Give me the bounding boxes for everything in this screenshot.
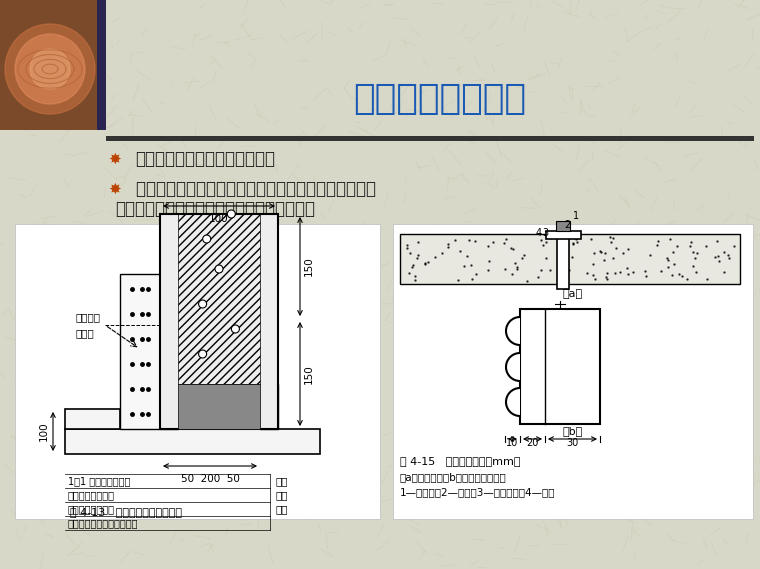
Text: （b）: （b） — [563, 426, 583, 436]
Bar — [260, 384, 278, 429]
Bar — [178, 214, 260, 384]
Circle shape — [198, 350, 207, 358]
Text: 2: 2 — [564, 220, 570, 230]
Bar — [160, 214, 278, 429]
Bar — [393, 224, 753, 519]
Circle shape — [198, 300, 207, 308]
Text: ✸: ✸ — [109, 182, 122, 196]
Text: 100: 100 — [39, 422, 49, 442]
Bar — [106, 136, 754, 141]
Text: ✸: ✸ — [109, 151, 122, 167]
Text: 池壁: 池壁 — [275, 476, 287, 486]
Text: 沥青麻或油麻填紧: 沥青麻或油麻填紧 — [68, 490, 115, 500]
Bar — [0, 0, 103, 130]
Text: 100: 100 — [209, 214, 229, 224]
Circle shape — [5, 24, 95, 114]
Bar — [65, 429, 320, 454]
Circle shape — [231, 325, 239, 333]
Bar — [160, 384, 178, 429]
Text: 池壁板安插在底板外周槽口内。: 池壁板安插在底板外周槽口内。 — [135, 150, 275, 168]
Text: 4: 4 — [536, 228, 542, 238]
Text: 150: 150 — [304, 364, 314, 384]
Circle shape — [30, 49, 70, 89]
Bar — [178, 384, 260, 429]
Bar — [556, 221, 570, 231]
Text: 壁板的构造与制作: 壁板的构造与制作 — [353, 82, 527, 116]
Circle shape — [215, 265, 223, 273]
Bar — [506, 317, 520, 345]
Circle shape — [15, 34, 85, 104]
Bar — [520, 309, 600, 424]
Text: 3: 3 — [542, 228, 548, 238]
Text: 或锚固槽，安装锚固夹具，固定预应力钢丝。: 或锚固槽，安装锚固夹具，固定预应力钢丝。 — [115, 200, 315, 218]
Text: 填平: 填平 — [275, 504, 287, 514]
Bar — [65, 409, 120, 429]
Text: 杯口: 杯口 — [275, 490, 287, 500]
Bar — [506, 388, 520, 416]
Text: 1: 1 — [573, 211, 579, 221]
Text: （a）锚固肋；（b）锚固肋开口大样: （a）锚固肋；（b）锚固肋开口大样 — [400, 472, 507, 482]
Text: 图 4-15   锚固肋（单位：mm）: 图 4-15 锚固肋（单位：mm） — [400, 456, 521, 466]
Text: 1：1 自应力水泥砂浆: 1：1 自应力水泥砂浆 — [68, 476, 131, 486]
Text: 混凝土: 混凝土 — [75, 328, 93, 338]
Bar — [506, 353, 520, 381]
Bar — [0, 0, 103, 130]
Text: 30: 30 — [566, 438, 578, 448]
Bar — [15, 224, 380, 519]
Bar — [557, 226, 569, 289]
Text: 杯底抹压光平干铺二层油毡: 杯底抹压光平干铺二层油毡 — [68, 518, 138, 528]
Text: 缠绕预应力钢丝时，须在池壁外侧留设锚固柱、锚固肋: 缠绕预应力钢丝时，须在池壁外侧留设锚固柱、锚固肋 — [115, 180, 376, 198]
Text: 50  200  50: 50 200 50 — [181, 474, 239, 484]
Text: 灌石棉沥青玛璃脂: 灌石棉沥青玛璃脂 — [68, 504, 115, 514]
Bar — [400, 234, 740, 284]
Bar — [120, 274, 160, 429]
Bar — [546, 231, 581, 239]
Text: 10: 10 — [506, 438, 518, 448]
Text: 20: 20 — [527, 438, 539, 448]
Text: 图 4-13   壁板与底板的杯槽连接: 图 4-13 壁板与底板的杯槽连接 — [70, 507, 182, 517]
Text: （a）: （a） — [563, 289, 583, 299]
Text: 150: 150 — [304, 257, 314, 277]
Text: 二期钢筋: 二期钢筋 — [75, 312, 100, 322]
Text: 1—锚固肋；2—钢板；3—固定钢筋；4—池壁: 1—锚固肋；2—钢板；3—固定钢筋；4—池壁 — [400, 487, 556, 497]
Circle shape — [227, 210, 236, 218]
Bar — [97, 0, 106, 130]
Circle shape — [203, 235, 211, 243]
